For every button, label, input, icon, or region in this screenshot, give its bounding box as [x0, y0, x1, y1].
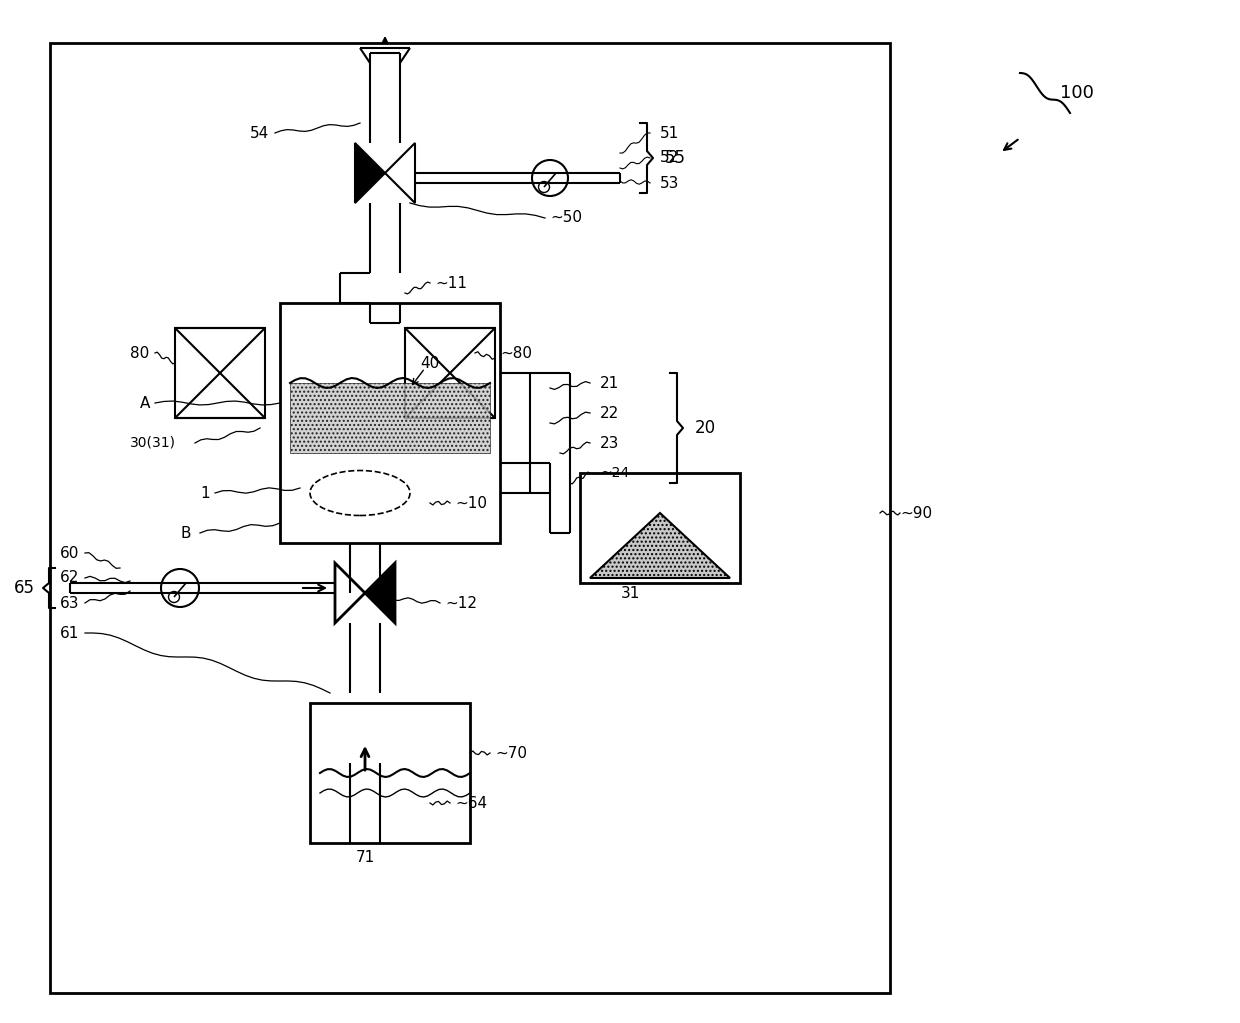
Bar [310, 703, 470, 843]
Text: 65: 65 [14, 579, 35, 597]
Polygon shape [335, 563, 365, 623]
Text: 40: 40 [420, 356, 439, 370]
Text: 23: 23 [600, 436, 619, 450]
Text: 54: 54 [250, 126, 269, 140]
Text: 21: 21 [600, 375, 619, 391]
Text: ~80: ~80 [500, 346, 532, 360]
Text: ~10: ~10 [455, 495, 487, 510]
Text: 100: 100 [1060, 84, 1094, 102]
Text: 20: 20 [694, 419, 717, 437]
Text: 30(31): 30(31) [130, 436, 176, 450]
Bar [290, 383, 490, 453]
Text: ~90: ~90 [900, 505, 932, 521]
Text: ~50: ~50 [551, 211, 582, 225]
Text: ~12: ~12 [445, 595, 477, 611]
Text: ~24: ~24 [600, 466, 629, 480]
Text: ~64: ~64 [455, 796, 487, 810]
Text: 53: 53 [660, 176, 680, 190]
Text: 61: 61 [60, 625, 79, 640]
Text: 60: 60 [60, 545, 79, 561]
Text: 31: 31 [620, 585, 640, 601]
Bar [580, 473, 740, 583]
Text: 71: 71 [356, 850, 374, 865]
Polygon shape [384, 143, 415, 203]
Bar [280, 303, 500, 543]
Polygon shape [355, 143, 384, 203]
Polygon shape [590, 513, 730, 578]
Text: B: B [180, 526, 191, 540]
Text: ~11: ~11 [435, 275, 467, 291]
Text: ~70: ~70 [495, 746, 527, 760]
Text: A: A [140, 396, 150, 410]
Text: 22: 22 [600, 405, 619, 420]
Text: 80: 80 [130, 346, 149, 360]
Text: 55: 55 [665, 149, 686, 167]
Polygon shape [365, 563, 396, 623]
Text: 51: 51 [660, 126, 680, 140]
Text: 63: 63 [60, 595, 79, 611]
Bar [405, 328, 495, 418]
Text: 1: 1 [200, 486, 210, 500]
Bar [175, 328, 265, 418]
Text: 52: 52 [660, 150, 680, 166]
Text: 62: 62 [60, 571, 79, 585]
Bar [50, 43, 890, 993]
